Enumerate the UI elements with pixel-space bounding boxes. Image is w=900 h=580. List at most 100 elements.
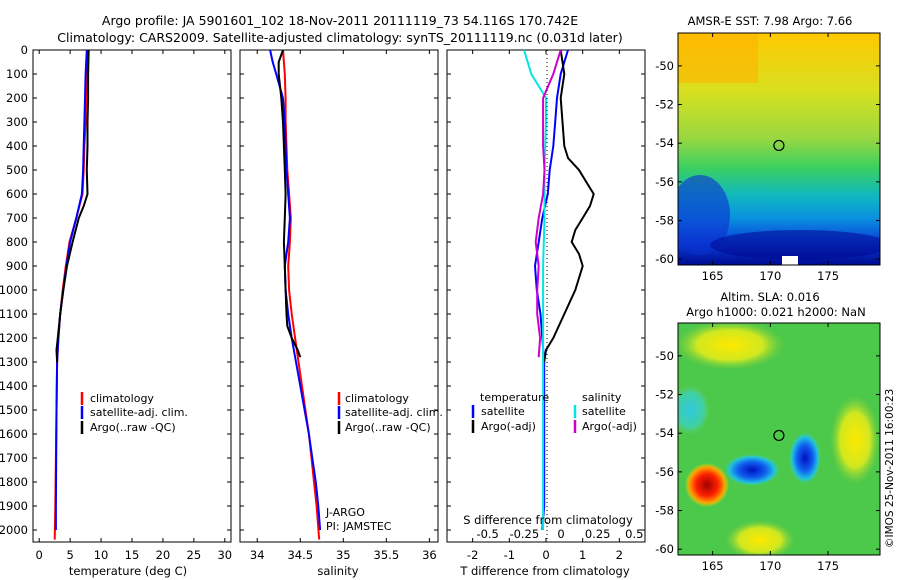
x-tick-label: 15 <box>125 548 140 562</box>
map-lon-tick-label: 175 <box>817 559 839 573</box>
sla-cold-eddy-east <box>789 432 821 484</box>
sla-yellow-patch-north <box>678 323 785 370</box>
depth-tick-label: 1500 <box>0 403 28 417</box>
legend-argo-label: Argo(..raw -QC) <box>90 421 176 434</box>
sla-cold-eddy-west <box>724 454 780 486</box>
depth-tick-label: 1200 <box>0 331 28 345</box>
legend-header-temperature: temperature <box>480 391 549 404</box>
map-lat-tick-label: -56 <box>655 465 674 479</box>
x-tick-label: 35.5 <box>374 548 400 562</box>
depth-tick-label: 1000 <box>0 283 28 297</box>
x-tick-label: 1 <box>579 548 586 562</box>
depth-tick-label: 400 <box>6 139 28 153</box>
map-lon-tick-label: 165 <box>702 269 724 283</box>
sla-map-axes: 165 170 175 -50 -52 -54 -56 -58 -60 <box>655 323 880 573</box>
sst-map-title: AMSR-E SST: 7.98 Argo: 7.66 <box>688 14 853 28</box>
x-tick-label: 25 <box>187 548 202 562</box>
x-tick-label: 0 <box>36 548 43 562</box>
pi-label: PI: JAMSTEC <box>326 520 392 533</box>
temperature-legend: climatology satellite-adj. clim. Argo(..… <box>80 392 188 434</box>
depth-tick-label: 600 <box>6 187 28 201</box>
depth-tick-label: 1700 <box>0 451 28 465</box>
sla-yellow-patch-south <box>725 520 795 555</box>
x-tick-label: 10 <box>94 548 109 562</box>
depth-tick-label: 700 <box>6 211 28 225</box>
map-lat-tick-label: -58 <box>655 214 674 228</box>
salinity-difference-tick-label: -0.5 <box>476 527 498 541</box>
sst-cold-band <box>710 230 880 260</box>
map-lat-tick-label: -58 <box>655 504 674 518</box>
sst-cold-tongue <box>678 175 730 255</box>
depth-tick-label: 1900 <box>0 499 28 513</box>
sst-map-axes: 165 170 175 -50 -52 -54 -56 -58 -60 <box>655 33 880 283</box>
platform-label: J-ARGO <box>325 506 365 519</box>
difference-axis-label: T difference from climatology <box>459 564 630 578</box>
sla-argo-marker <box>773 429 785 442</box>
figure-title-line-2: Climatology: CARS2009. Satellite-adjuste… <box>57 30 622 45</box>
depth-tick-label: 2000 <box>0 523 28 537</box>
salinity-difference-tick-label: -0.25 <box>509 527 539 541</box>
x-tick-label: 34 <box>250 548 265 562</box>
map-lat-tick-label: -50 <box>655 349 674 363</box>
map-lon-tick-label: 170 <box>759 269 781 283</box>
salinity-legend: climatology satellite-adj. clim. Argo(..… <box>337 392 443 434</box>
x-tick-label: 5 <box>66 548 73 562</box>
x-tick-label: -1 <box>504 548 515 562</box>
legend-s-argo-label: Argo(-adj) <box>582 420 637 433</box>
temperature-plot-area <box>32 49 232 543</box>
x-tick-label: 2 <box>616 548 623 562</box>
legend-t-satellite-label: satellite <box>481 405 525 418</box>
sla-warm-eddy <box>685 463 729 507</box>
map-lat-tick-label: -60 <box>655 542 674 556</box>
sla-map-subtitle: Argo h1000: 0.021 h2000: NaN <box>686 305 865 319</box>
legend-satellite-label: satellite-adj. clim. <box>345 406 443 419</box>
series-line-argo-adj- <box>534 49 562 358</box>
series-line-argo-adj- <box>543 49 595 363</box>
legend-argo-label: Argo(..raw -QC) <box>345 421 431 434</box>
map-lat-tick-label: -54 <box>655 136 674 150</box>
map-lat-tick-label: -52 <box>655 98 674 112</box>
sla-yellow-patch-east <box>830 395 880 485</box>
depth-tick-label: 1800 <box>0 475 28 489</box>
salinity-difference-tick-label: 0.5 <box>625 527 643 541</box>
depth-tick-label: 0 <box>21 43 28 57</box>
temperature-axis-label: temperature (deg C) <box>69 564 187 578</box>
salinity-difference-tick-label: 0 <box>557 527 564 541</box>
depth-tick-label: 100 <box>6 67 28 81</box>
axis-ticks: 0 5 10 15 20 25 30 34 34.5 35 35.5 36 -2 -1 0 1 2 -0.5 -0.… <box>33 49 645 562</box>
sla-map-frame <box>677 322 881 556</box>
salinity-axis-label: salinity <box>317 564 358 578</box>
legend-climatology-label: climatology <box>345 392 409 405</box>
map-lat-tick-label: -50 <box>655 59 674 73</box>
sst-warm-patch <box>678 33 758 83</box>
depth-tick-label: 1600 <box>0 427 28 441</box>
salinity-plot-area <box>239 49 439 543</box>
sst-map <box>678 33 880 265</box>
sst-missing-data <box>782 256 798 265</box>
sst-argo-marker <box>773 139 785 152</box>
depth-tick-label: 300 <box>6 115 28 129</box>
depth-tick-label: 800 <box>6 235 28 249</box>
legend-climatology-label: climatology <box>90 392 154 405</box>
sla-cyan-patch <box>678 385 710 435</box>
map-lon-tick-label: 165 <box>702 559 724 573</box>
map-lat-tick-label: -56 <box>655 175 674 189</box>
x-tick-label: -2 <box>467 548 478 562</box>
legend-t-argo-label: Argo(-adj) <box>481 420 536 433</box>
sst-map-frame <box>677 32 881 266</box>
x-tick-label: 30 <box>217 548 232 562</box>
salinity-difference-axis-label: S difference from climatology <box>463 513 633 527</box>
legend-s-satellite-label: satellite <box>582 405 626 418</box>
difference-legend: temperature salinity satellite Argo(-adj… <box>471 391 637 433</box>
depth-tick-label: 1400 <box>0 379 28 393</box>
depth-tick-label: 200 <box>6 91 28 105</box>
map-lat-tick-label: -60 <box>655 252 674 266</box>
x-tick-label: 35 <box>336 548 351 562</box>
map-lon-tick-label: 175 <box>817 269 839 283</box>
depth-tick-label: 1300 <box>0 355 28 369</box>
legend-satellite-label: satellite-adj. clim. <box>90 406 188 419</box>
depth-tick-label: 1100 <box>0 307 28 321</box>
x-tick-label: 36 <box>422 548 437 562</box>
map-lon-tick-label: 170 <box>759 559 781 573</box>
